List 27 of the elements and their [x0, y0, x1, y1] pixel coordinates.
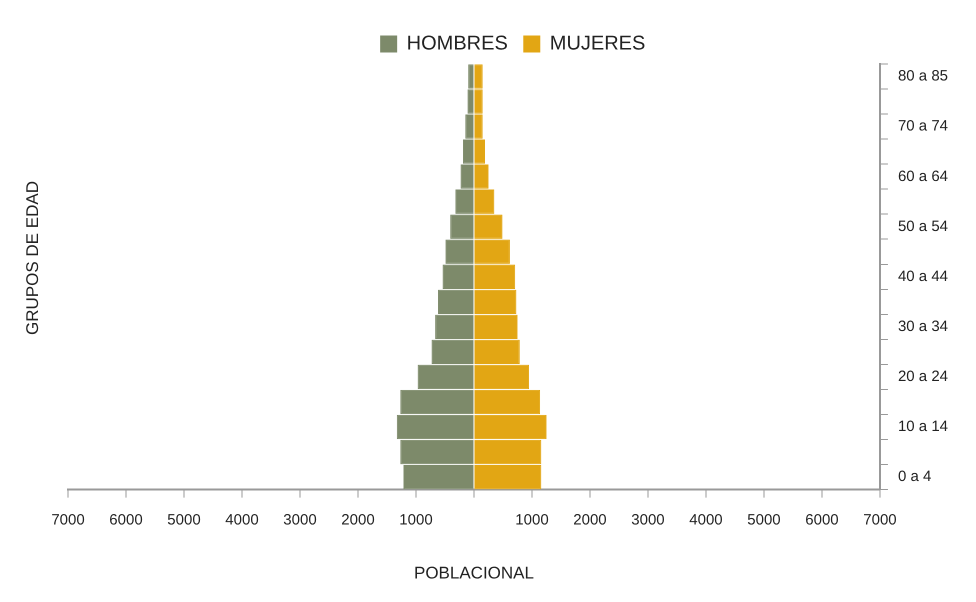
x-tick-label: 2000 — [573, 512, 607, 529]
y-tick-label: 30 a 34 — [898, 318, 948, 336]
legend-label: MUJERES — [550, 32, 646, 55]
x-tick-label: 1000 — [399, 512, 433, 529]
x-tick-label: 3000 — [631, 512, 665, 529]
x-tick-label: 1000 — [515, 512, 549, 529]
y-tick-label: 70 a 74 — [898, 118, 948, 135]
x-axis-title: POBLACIONAL — [414, 563, 534, 582]
y-tick-label: 20 a 24 — [898, 368, 948, 386]
y-tick-label: 10 a 14 — [898, 418, 948, 436]
x-tick-label: 6000 — [109, 512, 143, 529]
y-tick-label: 80 a 85 — [898, 68, 948, 85]
x-tick-label: 7000 — [863, 512, 897, 529]
y-tick-label: 50 a 54 — [898, 218, 948, 235]
x-tick-label: 2000 — [341, 512, 375, 529]
x-tick-label: 7000 — [51, 512, 85, 529]
y-tick-label: 60 a 64 — [898, 168, 948, 185]
y-tick-label: 0 a 4 — [898, 468, 932, 486]
y-axis-title: GRUPOS DE EDAD — [23, 181, 43, 335]
x-tick-label: 4000 — [689, 512, 723, 529]
x-tick-label: 3000 — [283, 512, 317, 529]
x-tick-label: 4000 — [225, 512, 259, 529]
x-tick-label: 5000 — [167, 512, 201, 529]
y-tick-label: 40 a 44 — [898, 268, 948, 285]
x-tick-label: 5000 — [747, 512, 781, 529]
legend-label: HOMBRES — [406, 32, 508, 55]
x-tick-label: 6000 — [805, 512, 839, 529]
